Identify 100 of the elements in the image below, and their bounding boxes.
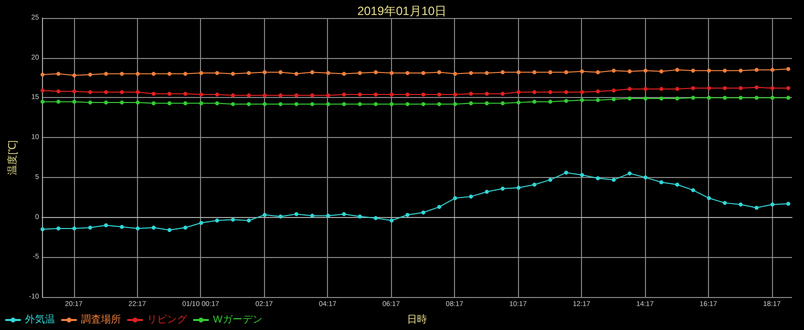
point — [754, 68, 759, 72]
point — [88, 226, 92, 230]
point — [56, 226, 60, 230]
point — [246, 218, 251, 222]
point — [770, 68, 774, 72]
point — [374, 216, 378, 220]
point — [770, 86, 774, 90]
point — [310, 214, 314, 218]
point — [310, 102, 314, 106]
point — [183, 92, 188, 96]
point — [706, 96, 711, 100]
point — [722, 86, 727, 90]
point — [152, 101, 156, 106]
point — [56, 89, 60, 94]
point — [262, 70, 267, 74]
point — [738, 202, 743, 207]
point — [136, 100, 140, 104]
point — [262, 93, 267, 98]
point — [516, 100, 521, 104]
point — [612, 178, 616, 182]
legend-label: Wガーデン — [213, 314, 262, 326]
point — [564, 90, 568, 94]
point — [390, 218, 394, 222]
point — [468, 92, 473, 96]
point — [706, 68, 711, 73]
point — [596, 70, 600, 74]
point — [628, 69, 632, 74]
point — [500, 186, 505, 191]
point — [580, 90, 584, 94]
point — [500, 101, 505, 106]
point — [136, 72, 140, 76]
point — [628, 86, 632, 91]
point — [310, 93, 314, 98]
point — [326, 214, 330, 218]
point — [484, 190, 489, 194]
point — [468, 101, 473, 106]
point — [390, 71, 394, 75]
point — [199, 101, 204, 106]
point — [691, 188, 696, 192]
point — [659, 69, 664, 74]
point — [342, 92, 346, 97]
point — [262, 102, 267, 106]
point — [421, 102, 426, 106]
point — [722, 96, 727, 100]
point — [659, 96, 664, 101]
point — [405, 212, 410, 217]
point — [754, 85, 759, 90]
point — [183, 72, 188, 76]
point — [72, 89, 76, 94]
point — [136, 226, 140, 230]
point — [120, 224, 124, 229]
point — [580, 98, 584, 102]
point — [754, 206, 759, 210]
point — [548, 70, 552, 74]
point — [453, 72, 458, 76]
point — [246, 93, 251, 98]
point — [564, 170, 568, 175]
point — [183, 226, 188, 230]
point — [40, 88, 45, 93]
legend-label: 外気温 — [25, 314, 55, 326]
point — [564, 70, 568, 74]
legend-label: 調査場所 — [81, 314, 121, 326]
point — [246, 71, 251, 75]
point — [104, 90, 108, 94]
point — [644, 86, 648, 91]
point — [532, 90, 536, 94]
point — [596, 176, 600, 180]
point — [358, 214, 362, 218]
point — [786, 202, 790, 206]
point — [738, 68, 743, 73]
point — [167, 92, 172, 96]
point — [612, 68, 616, 73]
point — [152, 226, 156, 230]
point — [278, 70, 283, 74]
point — [659, 86, 664, 91]
point — [786, 86, 790, 90]
point — [691, 96, 696, 100]
point — [215, 101, 220, 106]
point — [644, 175, 648, 180]
point — [548, 90, 552, 94]
point — [167, 101, 172, 106]
point — [294, 72, 298, 76]
point — [738, 86, 743, 90]
point — [294, 212, 298, 216]
point — [326, 102, 330, 106]
point — [56, 100, 60, 104]
point — [40, 100, 45, 104]
point — [532, 70, 536, 74]
point — [754, 96, 759, 100]
point — [484, 101, 489, 106]
point — [644, 68, 648, 73]
point — [104, 223, 108, 228]
point — [342, 212, 346, 216]
point — [358, 92, 362, 97]
point — [104, 72, 108, 76]
point — [659, 180, 664, 184]
point — [706, 86, 711, 90]
point — [374, 70, 378, 74]
point — [262, 212, 267, 217]
point — [199, 92, 204, 97]
